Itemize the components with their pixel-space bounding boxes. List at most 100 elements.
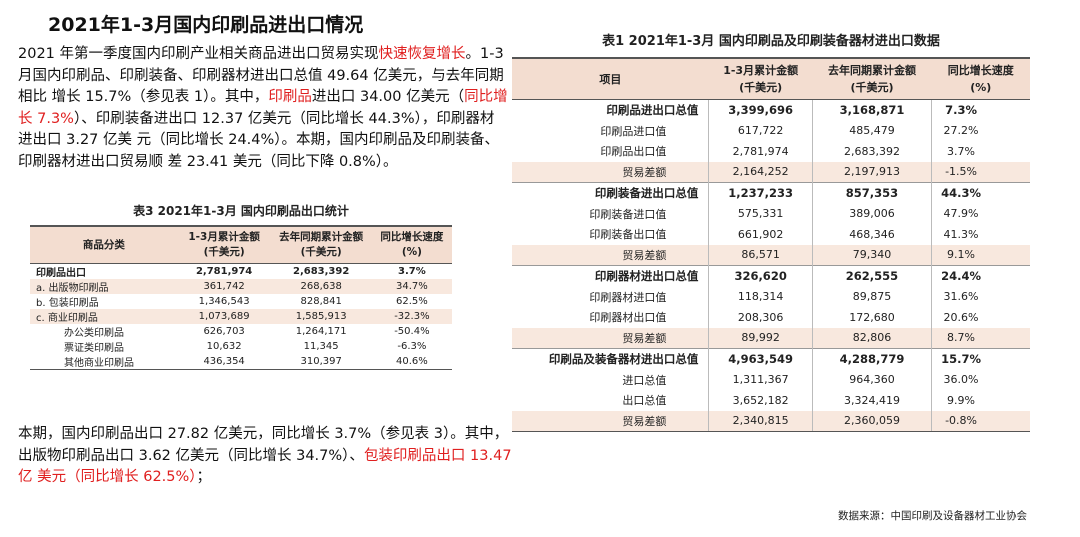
table-row: 印刷品出口 2,781,974 2,683,392 3.7% [30, 264, 452, 279]
prior-amount: 2,360,059 [812, 410, 933, 432]
prior-amount: 79,340 [812, 244, 933, 266]
summary-paragraph: 本期，国内印刷品出口 27.82 亿美元，同比增长 3.7%（参见表 3）。其中… [18, 424, 518, 489]
table3-caption: 表3 2021年1-3月 国内印刷品出口统计 [133, 204, 349, 218]
prior-amount: 82,806 [812, 327, 933, 349]
table3-header-cell: 1-3月累计金额 (千美元) [177, 225, 271, 264]
growth-rate: 9.9% [947, 393, 975, 407]
item-label: 进口总值 [512, 369, 710, 390]
prior-amount: 2,197,913 [812, 161, 933, 183]
current-amount: 3,399,696 [708, 99, 813, 121]
growth-rate: 24.4% [931, 265, 1030, 287]
table3-header-row: 商品分类 1-3月累计金额 (千美元) 去年同期累计金额 (千美元) 同比增长速度 (%) [30, 225, 452, 264]
current-amount: 2,781,974 [195, 266, 253, 277]
current-amount: 361,742 [177, 279, 271, 294]
growth-rate: 62.5% [396, 296, 428, 307]
item-label: 印刷品进口值 [512, 120, 710, 141]
table1-header-row: 项目 1-3月累计金额 (千美元) 去年同期累计金额 (千美元) 同比增长速度 (%) [512, 57, 1030, 100]
current-amount: 661,902 [708, 224, 813, 245]
current-amount: 1,237,233 [708, 182, 813, 204]
table-row: 印刷品进出口总值 3,399,696 3,168,871 7.3% [512, 99, 1030, 121]
prior-amount: 828,841 [300, 296, 342, 307]
growth-rate: 34.7% [371, 279, 452, 294]
prior-amount: 485,479 [812, 120, 933, 141]
table3-body: 印刷品出口 2,781,974 2,683,392 3.7% a. 出版物印刷品 361,… [30, 264, 452, 370]
table1-header-cell: 同比增长速度 (%) [931, 57, 1030, 100]
current-amount: 2,164,252 [708, 161, 813, 183]
table3-header-cell: 同比增长速度 (%) [371, 225, 452, 264]
item-label: 印刷品进出口总值 [512, 99, 710, 121]
summary-text-1: 本期，国内印刷品出口 27.82 亿美元，同比增长 3.7%（参见表 3）。其中… [18, 426, 509, 464]
current-amount: 208,306 [708, 307, 813, 328]
table-row: 印刷装备进出口总值 1,237,233 857,353 44.3% [512, 182, 1030, 204]
table1-body: 印刷品进出口总值 3,399,696 3,168,871 7.3% 印刷品进口值 617,… [512, 99, 1030, 432]
prior-amount: 2,683,392 [293, 266, 350, 277]
growth-rate: 27.2% [943, 124, 979, 138]
growth-rate: 7.3% [931, 99, 1030, 121]
item-label: 贸易差额 [512, 161, 710, 183]
intro-text-1: 2021 年第一季度国内印刷产业相关商品进出口贸易实现 [18, 46, 379, 62]
growth-rate: -6.3% [397, 341, 427, 352]
table3: 商品分类 1-3月累计金额 (千美元) 去年同期累计金额 (千美元) 同比增长速度 (%) … [30, 225, 452, 370]
current-amount: 1,311,367 [708, 369, 813, 390]
current-amount: 2,781,974 [708, 141, 813, 162]
current-amount: 4,963,549 [708, 348, 813, 370]
growth-rate: 15.7% [931, 348, 1030, 370]
page-title: 2021年1-3月国内印刷品进出口情况 [48, 14, 364, 36]
prior-amount: 389,006 [812, 203, 933, 224]
growth-rate: 47.9% [943, 207, 979, 221]
category-label: c. 商业印刷品 [30, 309, 178, 324]
growth-rate: -0.8% [931, 410, 1030, 432]
prior-amount: 2,683,392 [812, 141, 933, 162]
prior-amount: 4,288,779 [812, 348, 933, 370]
table-row: b. 包装印刷品 1,346,543 828,841 62.5% [30, 294, 452, 309]
table-row: 印刷品及装备器材进出口总值 4,963,549 4,288,779 15.7% [512, 348, 1030, 370]
item-label: 出口总值 [512, 390, 710, 411]
growth-rate: -32.3% [371, 309, 452, 324]
current-amount: 1,073,689 [177, 309, 271, 324]
table1-caption: 表1 2021年1-3月 国内印刷品及印刷装备器材进出口数据 [602, 34, 940, 49]
table-row: 印刷装备进口值 575,331 389,006 47.9% [512, 203, 1030, 224]
table3-header-cell: 去年同期累计金额 (千美元) [270, 225, 372, 264]
intro-paragraph: 2021 年第一季度国内印刷产业相关商品进出口贸易实现快速恢复增长。1-3 月国… [18, 44, 508, 173]
current-amount: 3,652,182 [708, 390, 813, 411]
current-amount: 626,703 [203, 326, 245, 337]
table-row: a. 出版物印刷品 361,742 268,638 34.7% [30, 279, 452, 294]
table-row: 贸易差额 2,164,252 2,197,913 -1.5% [512, 161, 1030, 183]
table1: 项目 1-3月累计金额 (千美元) 去年同期累计金额 (千美元) 同比增长速度 (%) 印刷… [512, 57, 1030, 432]
growth-rate: 8.7% [931, 327, 1030, 349]
category-label: 办公类印刷品 [64, 328, 124, 339]
current-amount: 118,314 [708, 286, 813, 307]
table-row: 贸易差额 2,340,815 2,360,059 -0.8% [512, 410, 1030, 432]
table-row: 印刷品出口值 2,781,974 2,683,392 3.7% [512, 141, 1030, 162]
table-row: 进口总值 1,311,367 964,360 36.0% [512, 369, 1030, 390]
intro-highlight-recovery: 快速恢复增长 [378, 46, 466, 62]
current-amount: 10,632 [206, 341, 242, 352]
prior-amount: 172,680 [812, 307, 933, 328]
prior-amount: 3,324,419 [812, 390, 933, 411]
data-source-note: 数据来源：中国印刷及设备器材工业协会 [838, 510, 1027, 522]
category-label: 票证类印刷品 [64, 343, 124, 354]
growth-rate: 44.3% [931, 182, 1030, 204]
prior-amount: 964,360 [812, 369, 933, 390]
intro-highlight-growth: 同比增长 7.3% [18, 89, 508, 127]
item-label: 贸易差额 [512, 410, 710, 432]
intro-text-4: ）、印刷装备进出口 12.37 亿美元（同比增长 44.3%），印刷器材进出口 … [18, 110, 500, 170]
summary-text-2: ； [196, 469, 212, 485]
item-label: 印刷器材进口值 [512, 286, 710, 307]
prior-amount: 11,345 [303, 341, 339, 352]
table-row: 印刷品进口值 617,722 485,479 27.2% [512, 120, 1030, 141]
growth-rate: 36.0% [943, 373, 979, 387]
category-label: 印刷品出口 [36, 268, 86, 279]
table3-container: 表3 2021年1-3月 国内印刷品出口统计 商品分类 1-3月累计金额 (千美元)… [30, 196, 452, 370]
table-row: 印刷器材进口值 118,314 89,875 31.6% [512, 286, 1030, 307]
table-row: 票证类印刷品 10,632 11,345 -6.3% [30, 339, 452, 354]
category-label: 其他商业印刷品 [30, 354, 178, 370]
item-label: 印刷装备出口值 [512, 224, 710, 245]
current-amount: 89,992 [708, 327, 813, 349]
current-amount: 617,722 [708, 120, 813, 141]
table-row: c. 商业印刷品 1,073,689 1,585,913 -32.3% [30, 309, 452, 324]
table-row: 办公类印刷品 626,703 1,264,171 -50.4% [30, 324, 452, 339]
table-row: 其他商业印刷品 436,354 310,397 40.6% [30, 354, 452, 370]
growth-rate: 9.1% [931, 244, 1030, 266]
prior-amount: 857,353 [812, 182, 933, 204]
